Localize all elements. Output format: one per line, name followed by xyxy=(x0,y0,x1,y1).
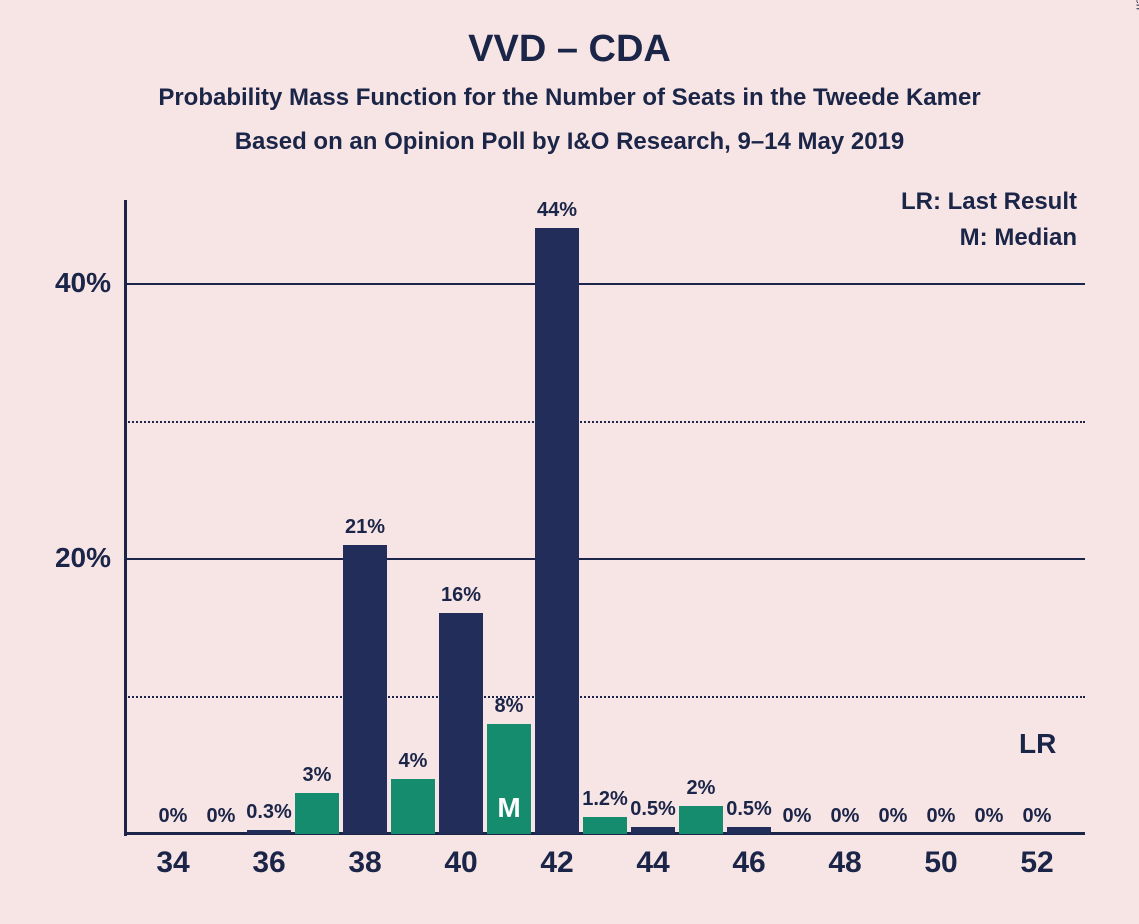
bar-value-label: 0% xyxy=(783,805,812,828)
y-axis xyxy=(124,200,127,836)
bar xyxy=(583,817,626,834)
median-marker: M xyxy=(497,792,520,824)
bar-value-label: 0% xyxy=(879,805,908,828)
x-tick-label: 50 xyxy=(924,846,957,880)
bar-value-label: 0.5% xyxy=(726,798,772,821)
y-tick-label: 20% xyxy=(55,542,111,574)
x-tick-label: 40 xyxy=(444,846,477,880)
bar xyxy=(631,827,674,834)
x-tick-label: 38 xyxy=(348,846,381,880)
x-tick-label: 48 xyxy=(828,846,861,880)
legend-median: M: Median xyxy=(960,224,1077,252)
chart-title: VVD – CDA xyxy=(0,28,1139,71)
bar xyxy=(439,613,482,834)
gridline xyxy=(125,283,1085,285)
chart-subtitle-2: Based on an Opinion Poll by I&O Research… xyxy=(0,128,1139,156)
x-tick-label: 36 xyxy=(252,846,285,880)
x-tick-label: 52 xyxy=(1020,846,1053,880)
bar-value-label: 4% xyxy=(399,750,428,773)
bar-value-label: 0% xyxy=(975,805,1004,828)
bar-value-label: 0.5% xyxy=(630,798,676,821)
legend-last-result: LR: Last Result xyxy=(901,188,1077,216)
bar-value-label: 3% xyxy=(303,764,332,787)
chart-subtitle-1: Probability Mass Function for the Number… xyxy=(0,84,1139,112)
x-tick-label: 34 xyxy=(156,846,189,880)
bar-value-label: 0% xyxy=(207,805,236,828)
bar-value-label: 0% xyxy=(1023,805,1052,828)
x-tick-label: 46 xyxy=(732,846,765,880)
x-tick-label: 44 xyxy=(636,846,669,880)
x-tick-label: 42 xyxy=(540,846,573,880)
bar-value-label: 44% xyxy=(537,199,577,222)
bar xyxy=(295,793,338,834)
bar-value-label: 2% xyxy=(687,777,716,800)
y-tick-label: 40% xyxy=(55,267,111,299)
copyright-label: © 2020 Filip van Laenen xyxy=(1133,0,1139,10)
bar-value-label: 0.3% xyxy=(246,801,292,824)
gridline-minor xyxy=(125,421,1085,423)
bar xyxy=(535,228,578,834)
bar-value-label: 0% xyxy=(831,805,860,828)
bar-value-label: 0% xyxy=(927,805,956,828)
bar-value-label: 1.2% xyxy=(582,788,628,811)
chart-plot-area: LR: Last Result M: Median LR 20%40%34363… xyxy=(125,200,1085,834)
bar-value-label: 8% xyxy=(495,695,524,718)
gridline-minor xyxy=(125,696,1085,698)
bar xyxy=(391,779,434,834)
bar xyxy=(679,806,722,834)
bar xyxy=(343,545,386,834)
lr-axis-label: LR xyxy=(1019,728,1056,760)
gridline xyxy=(125,558,1085,560)
bar xyxy=(247,830,290,834)
bar-value-label: 16% xyxy=(441,584,481,607)
bar-value-label: 21% xyxy=(345,516,385,539)
bar xyxy=(727,827,770,834)
bar-value-label: 0% xyxy=(159,805,188,828)
